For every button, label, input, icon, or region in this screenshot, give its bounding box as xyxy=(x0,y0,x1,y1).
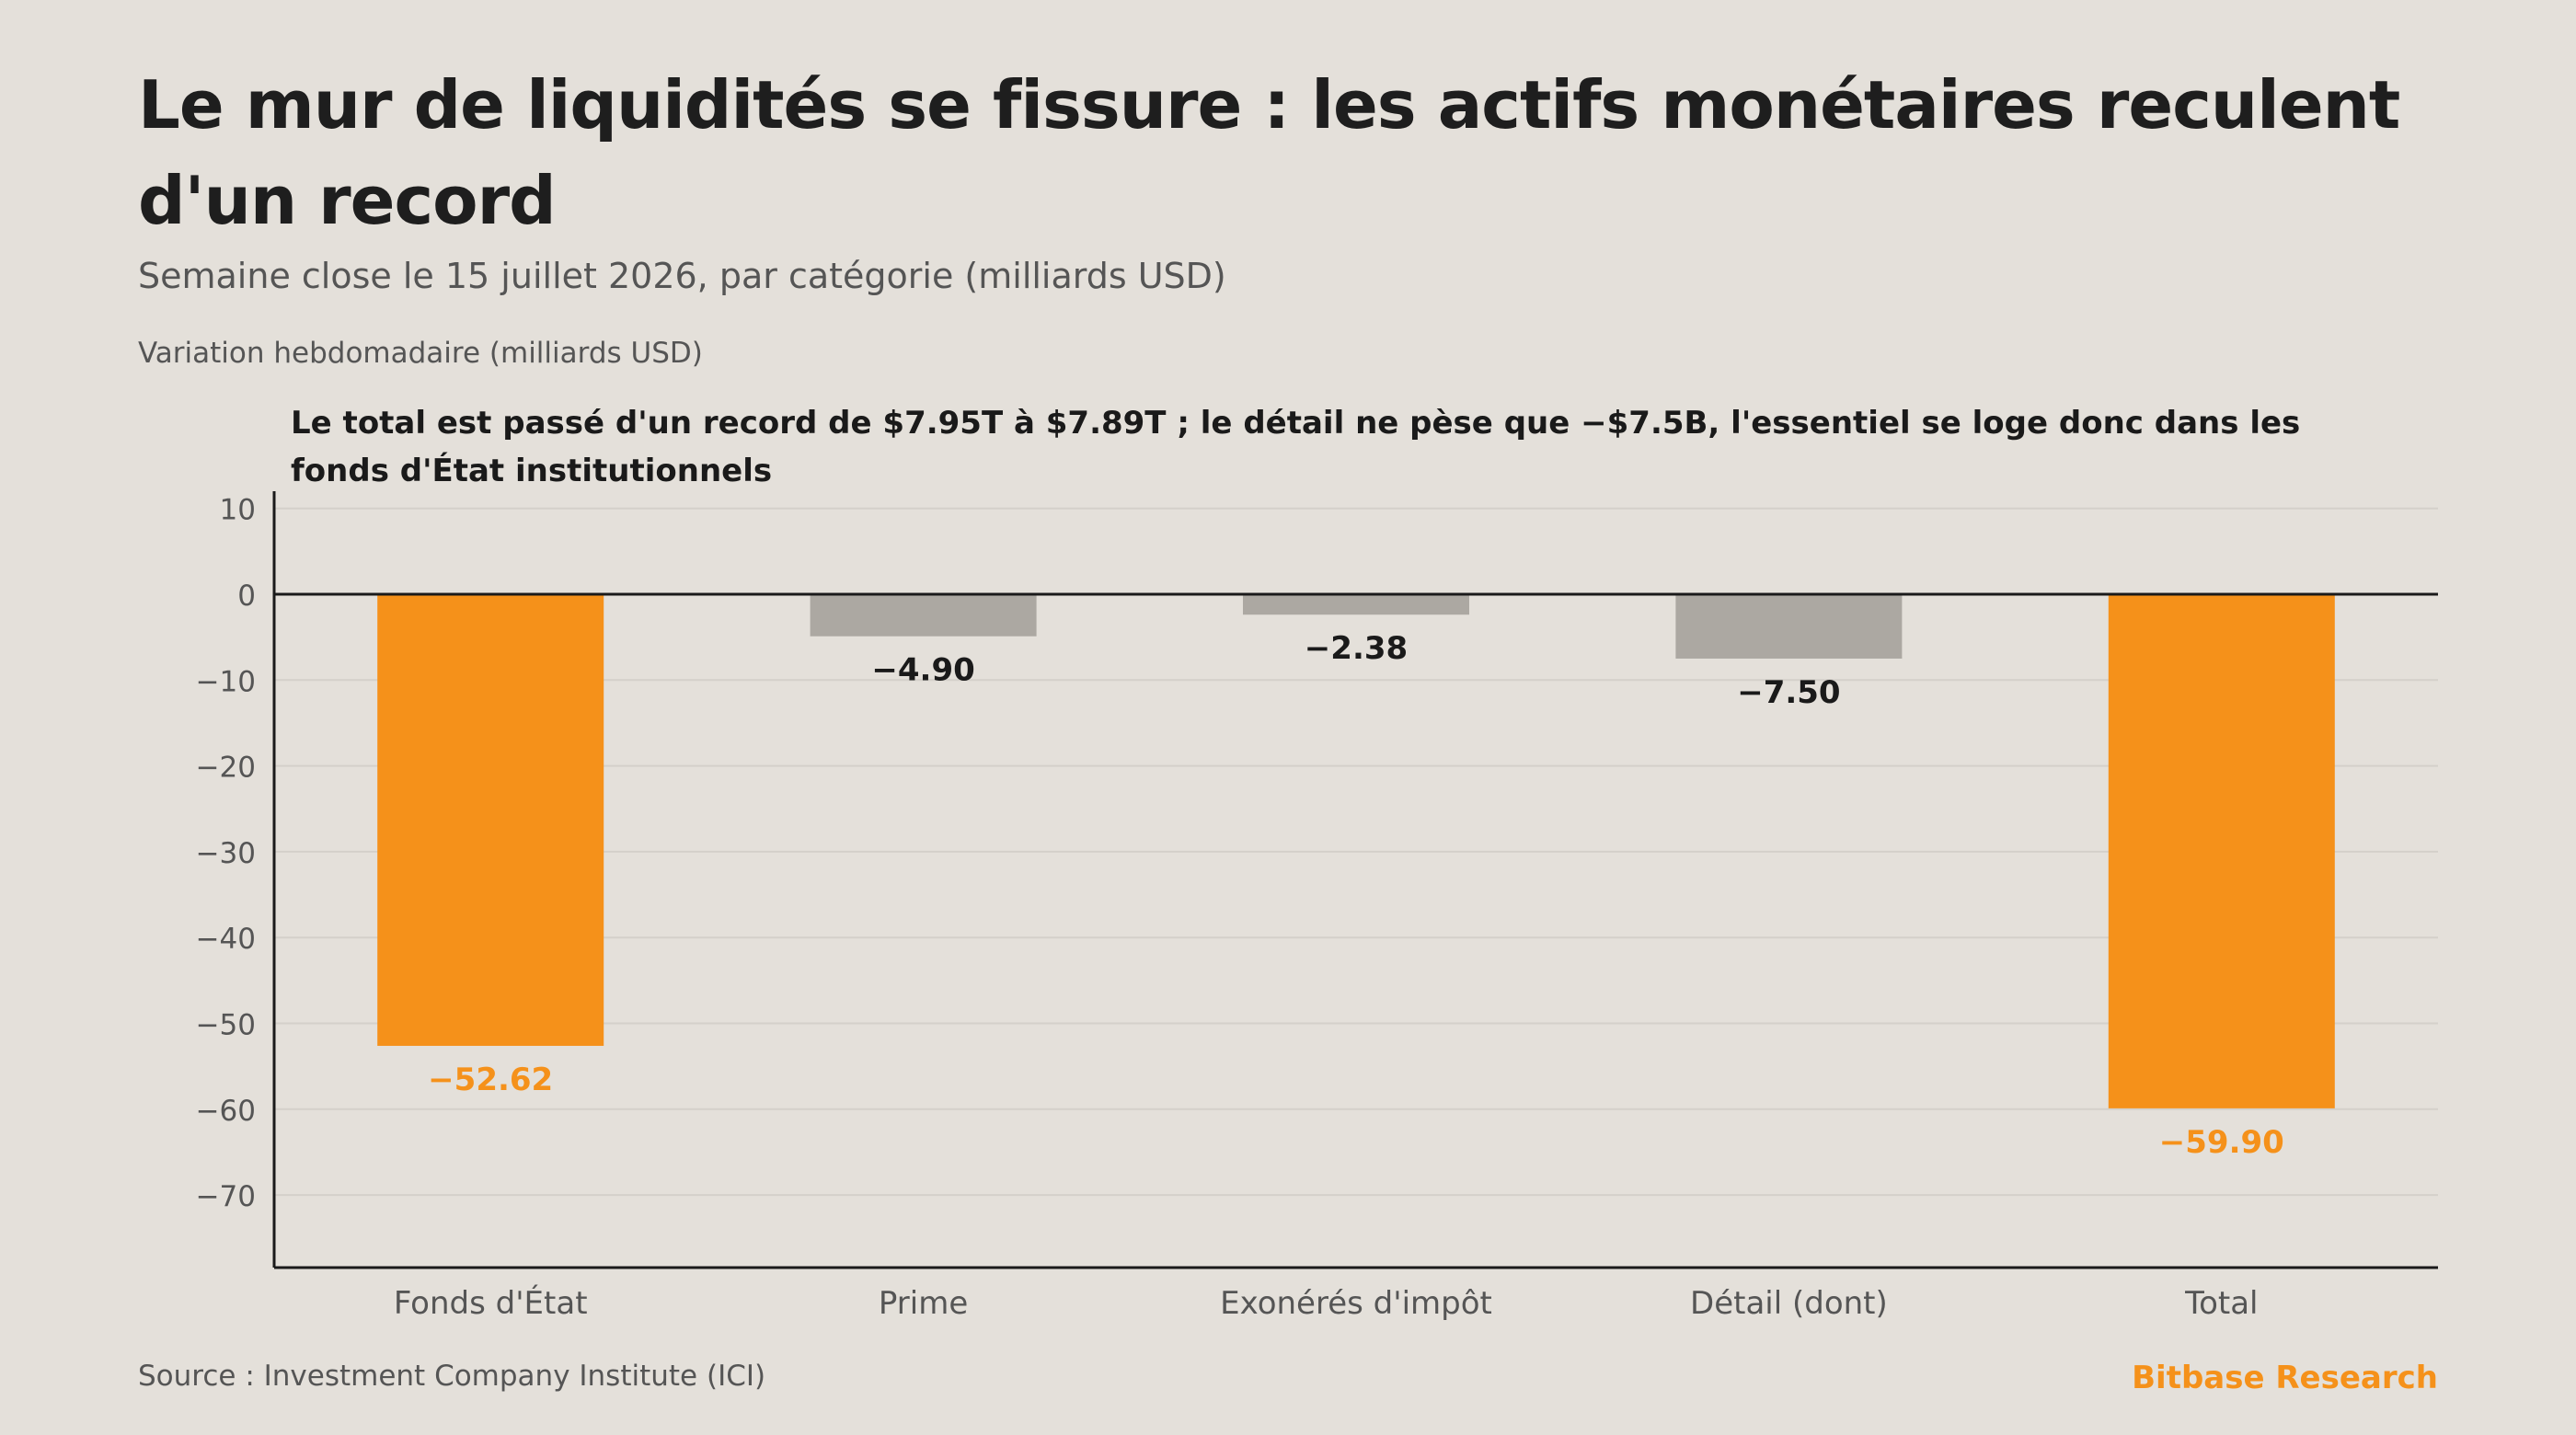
axes xyxy=(272,491,2438,1269)
x-tick-label: Fonds d'État xyxy=(394,1284,588,1322)
bar xyxy=(1675,594,1903,659)
bar xyxy=(2108,594,2335,1108)
labels: 10 0 −10 −20 −30 −40 −50 −60 −70 −52.62 Fonds d'Ét… xyxy=(196,494,2284,1322)
source-note: Source : Investment Company Institute (I… xyxy=(138,1360,766,1393)
y-tick-label: −60 xyxy=(196,1095,256,1128)
y-tick-label: −20 xyxy=(196,752,256,785)
gridlines xyxy=(274,507,2438,1197)
chart-annotation: Le total est passé d'un record de $7.95T… xyxy=(291,405,2301,489)
y-tick-label: 0 xyxy=(237,580,256,613)
data-label: −59.90 xyxy=(2159,1124,2284,1161)
data-label: −7.50 xyxy=(1737,674,1840,711)
y-tick-label: −70 xyxy=(196,1180,256,1213)
chart-title: Le mur de liquidités se fissure : les ac… xyxy=(138,66,2400,239)
data-label: −2.38 xyxy=(1305,630,1408,667)
data-label: −52.62 xyxy=(428,1062,553,1098)
data-label: −4.90 xyxy=(871,652,974,689)
y-tick-label: 10 xyxy=(220,494,256,527)
x-tick-label: Détail (dont) xyxy=(1690,1285,1888,1322)
y-tick-label: −40 xyxy=(196,923,256,956)
y-axis-label: Variation hebdomadaire (milliards USD) xyxy=(138,337,703,370)
bar xyxy=(377,594,604,1046)
y-tick-label: −50 xyxy=(196,1009,256,1042)
bar xyxy=(1243,594,1469,615)
bars xyxy=(377,594,2335,1108)
brand-label: Bitbase Research xyxy=(2132,1360,2438,1396)
bar xyxy=(810,594,1037,637)
chart-subtitle: Semaine close le 15 juillet 2026, par ca… xyxy=(138,256,1226,296)
y-tick-label: −10 xyxy=(196,665,256,698)
x-tick-label: Exonérés d'impôt xyxy=(1220,1285,1492,1322)
x-tick-label: Total xyxy=(2184,1285,2258,1322)
x-tick-label: Prime xyxy=(879,1285,968,1322)
y-tick-label: −30 xyxy=(196,837,256,870)
